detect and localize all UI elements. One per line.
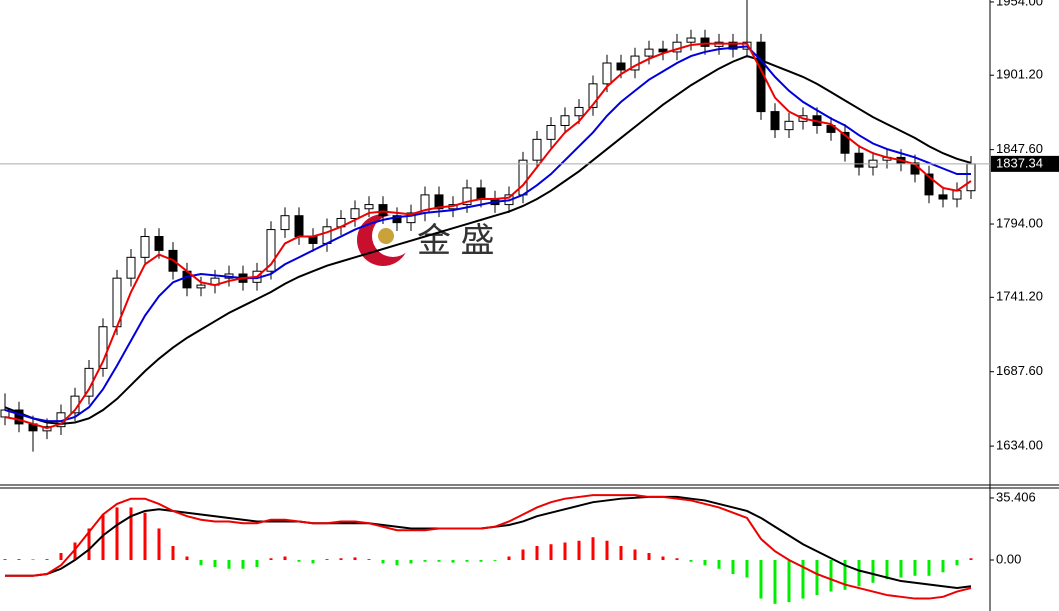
- candle-body: [826, 124, 836, 133]
- candle-body: [546, 124, 556, 140]
- candle-body: [854, 152, 864, 168]
- candle-body: [14, 409, 24, 425]
- candle-body: [462, 187, 472, 206]
- indicator-line: [4, 45, 971, 423]
- y-tick-label: 1741.20: [996, 289, 1043, 304]
- indicator-line: [4, 42, 972, 430]
- candle-body: [280, 215, 290, 231]
- last-price-label: 1837.34: [996, 155, 1043, 170]
- candle-body: [294, 215, 304, 238]
- candle-body: [392, 215, 402, 224]
- logo-dot: [378, 228, 394, 244]
- y-tick-label: 1954.00: [996, 0, 1043, 8]
- candle-body: [686, 37, 696, 43]
- y-tick-label: 1634.00: [996, 438, 1043, 453]
- indicator-line: [4, 55, 972, 425]
- candle-body: [924, 173, 934, 196]
- candle-body: [476, 187, 486, 200]
- candle-body: [588, 83, 598, 108]
- candle-body: [966, 163, 976, 192]
- candle-body: [840, 131, 850, 154]
- candle-body: [784, 120, 794, 131]
- candle-body: [952, 190, 962, 200]
- y-tick-label: 1687.60: [996, 363, 1043, 378]
- y-tick-label: 0.00: [996, 551, 1021, 566]
- candle-body: [154, 236, 164, 251]
- candle-body: [560, 115, 570, 126]
- y-tick-label: 1847.60: [996, 141, 1043, 156]
- candle-body: [518, 159, 528, 196]
- indicator-line: [5, 494, 972, 600]
- candle-body: [574, 106, 584, 117]
- candle-body: [700, 37, 710, 47]
- last-price-box: [991, 155, 1059, 172]
- candle-body: [616, 62, 626, 71]
- candle-body: [140, 236, 150, 258]
- candle-body: [406, 212, 416, 224]
- candle-body: [938, 194, 948, 200]
- candle-body: [378, 204, 388, 217]
- y-tick-label: 1901.20: [996, 67, 1043, 82]
- candle-body: [602, 62, 612, 85]
- y-tick-label: 1794.00: [996, 215, 1043, 230]
- candle-body: [196, 284, 206, 289]
- candle-body: [644, 48, 654, 57]
- candle-body: [308, 236, 318, 244]
- candle-body: [98, 326, 108, 369]
- candle-body: [728, 41, 738, 50]
- candle-body: [364, 204, 374, 210]
- candle-body: [770, 111, 780, 131]
- candle-body: [434, 194, 444, 210]
- y-tick-label: 35.406: [996, 489, 1036, 504]
- candle-body: [658, 48, 668, 53]
- candle-body: [532, 138, 542, 161]
- candle-body: [126, 256, 136, 279]
- candle-body: [266, 229, 276, 272]
- candle-body: [350, 208, 360, 219]
